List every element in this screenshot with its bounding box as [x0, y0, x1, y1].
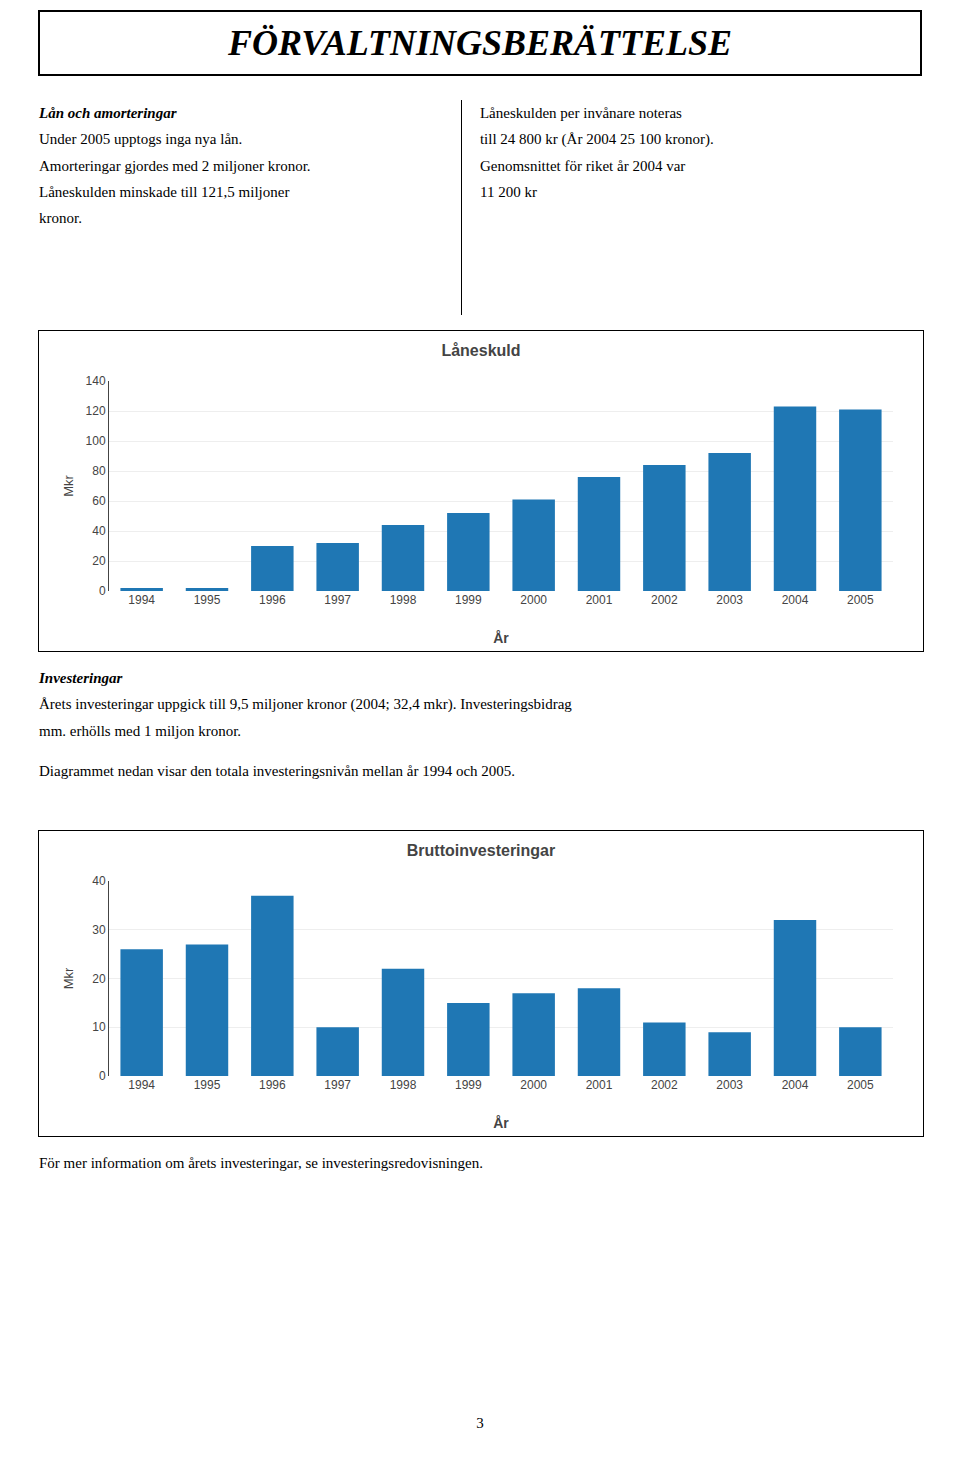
svg-text:2001: 2001	[586, 1078, 613, 1092]
html-text:Lån och amorteringar: Lån och amorteringar	[39, 105, 177, 121]
svg-text:2004: 2004	[782, 593, 809, 607]
html-text:till 24 800 kr (År 2004 25 100: till 24 800 kr (År 2004 25 100 kronor).	[480, 131, 714, 148]
html-text:Årets investeringar uppgick ti: Årets investeringar uppgick till 9,5 mil…	[39, 696, 572, 713]
svg-text:1997: 1997	[324, 1078, 351, 1092]
svg-text:2003: 2003	[716, 1078, 743, 1092]
svg-text:2000: 2000	[520, 1078, 547, 1092]
html-text:För mer information om årets i: För mer information om årets investering…	[39, 1155, 483, 1171]
svg-text:2002: 2002	[651, 593, 678, 607]
svg-text:1996: 1996	[259, 593, 286, 607]
html-text:FÖRVALTNINGSBERÄTTELSE: FÖRVALTNINGSBERÄTTELSE	[227, 23, 733, 63]
svg-text:10: 10	[92, 1020, 106, 1034]
svg-text:2002: 2002	[651, 1078, 678, 1092]
svg-text:1996: 1996	[259, 1078, 286, 1092]
svg-text:2000: 2000	[520, 593, 547, 607]
html-text:Diagrammet nedan visar den tot: Diagrammet nedan visar den totala invest…	[39, 762, 516, 779]
html-text:mm. erhölls med 1 miljon krono: mm. erhölls med 1 miljon kronor.	[39, 722, 242, 739]
html-text:3: 3	[476, 1415, 484, 1431]
svg-text:2004: 2004	[782, 1078, 809, 1092]
svg-text:20: 20	[92, 554, 106, 568]
svg-text:40: 40	[92, 524, 106, 538]
svg-text:År: År	[493, 1115, 509, 1131]
svg-text:140: 140	[86, 374, 106, 388]
svg-text:0: 0	[99, 1069, 106, 1083]
svg-text:År: År	[493, 630, 509, 646]
svg-text:Mkr: Mkr	[61, 475, 76, 497]
svg-text:1999: 1999	[455, 1078, 482, 1092]
svg-text:120: 120	[86, 404, 106, 418]
html-text:Låneskulden per invånare noter: Låneskulden per invånare noteras	[480, 105, 682, 121]
svg-text:40: 40	[92, 874, 106, 888]
svg-text:Bruttoinvesteringar: Bruttoinvesteringar	[407, 842, 555, 859]
svg-text:100: 100	[86, 434, 106, 448]
svg-text:0: 0	[99, 584, 106, 598]
html-text:Låneskulden minskade till 121,: Låneskulden minskade till 121,5 miljoner	[39, 183, 290, 200]
svg-text:60: 60	[92, 494, 106, 508]
svg-text:1999: 1999	[455, 593, 482, 607]
html-text:Investeringar: Investeringar	[39, 670, 123, 686]
svg-text:2005: 2005	[847, 593, 874, 607]
html-text:Genomsnittet för riket år 2004: Genomsnittet för riket år 2004 var	[480, 157, 686, 174]
html-text:11 200 kr: 11 200 kr	[480, 183, 537, 200]
svg-text:2003: 2003	[716, 593, 743, 607]
svg-text:1998: 1998	[390, 593, 417, 607]
svg-text:20: 20	[92, 972, 106, 986]
svg-text:1997: 1997	[324, 593, 351, 607]
html-text:kronor.: kronor.	[39, 210, 82, 226]
svg-text:1998: 1998	[390, 1078, 417, 1092]
svg-text:2001: 2001	[586, 593, 613, 607]
svg-text:1995: 1995	[194, 1078, 221, 1092]
svg-text:1994: 1994	[128, 593, 155, 607]
svg-text:1995: 1995	[194, 593, 221, 607]
html-text:Amorteringar gjordes med 2 mil: Amorteringar gjordes med 2 miljoner kron…	[39, 157, 311, 174]
html-text:Under 2005 upptogs inga nya lå: Under 2005 upptogs inga nya lån.	[39, 131, 243, 148]
svg-text:1994: 1994	[128, 1078, 155, 1092]
svg-text:80: 80	[92, 464, 106, 478]
svg-text:Låneskuld: Låneskuld	[441, 342, 520, 359]
svg-text:2005: 2005	[847, 1078, 874, 1092]
svg-text:Mkr: Mkr	[61, 967, 76, 989]
svg-text:30: 30	[92, 923, 106, 937]
